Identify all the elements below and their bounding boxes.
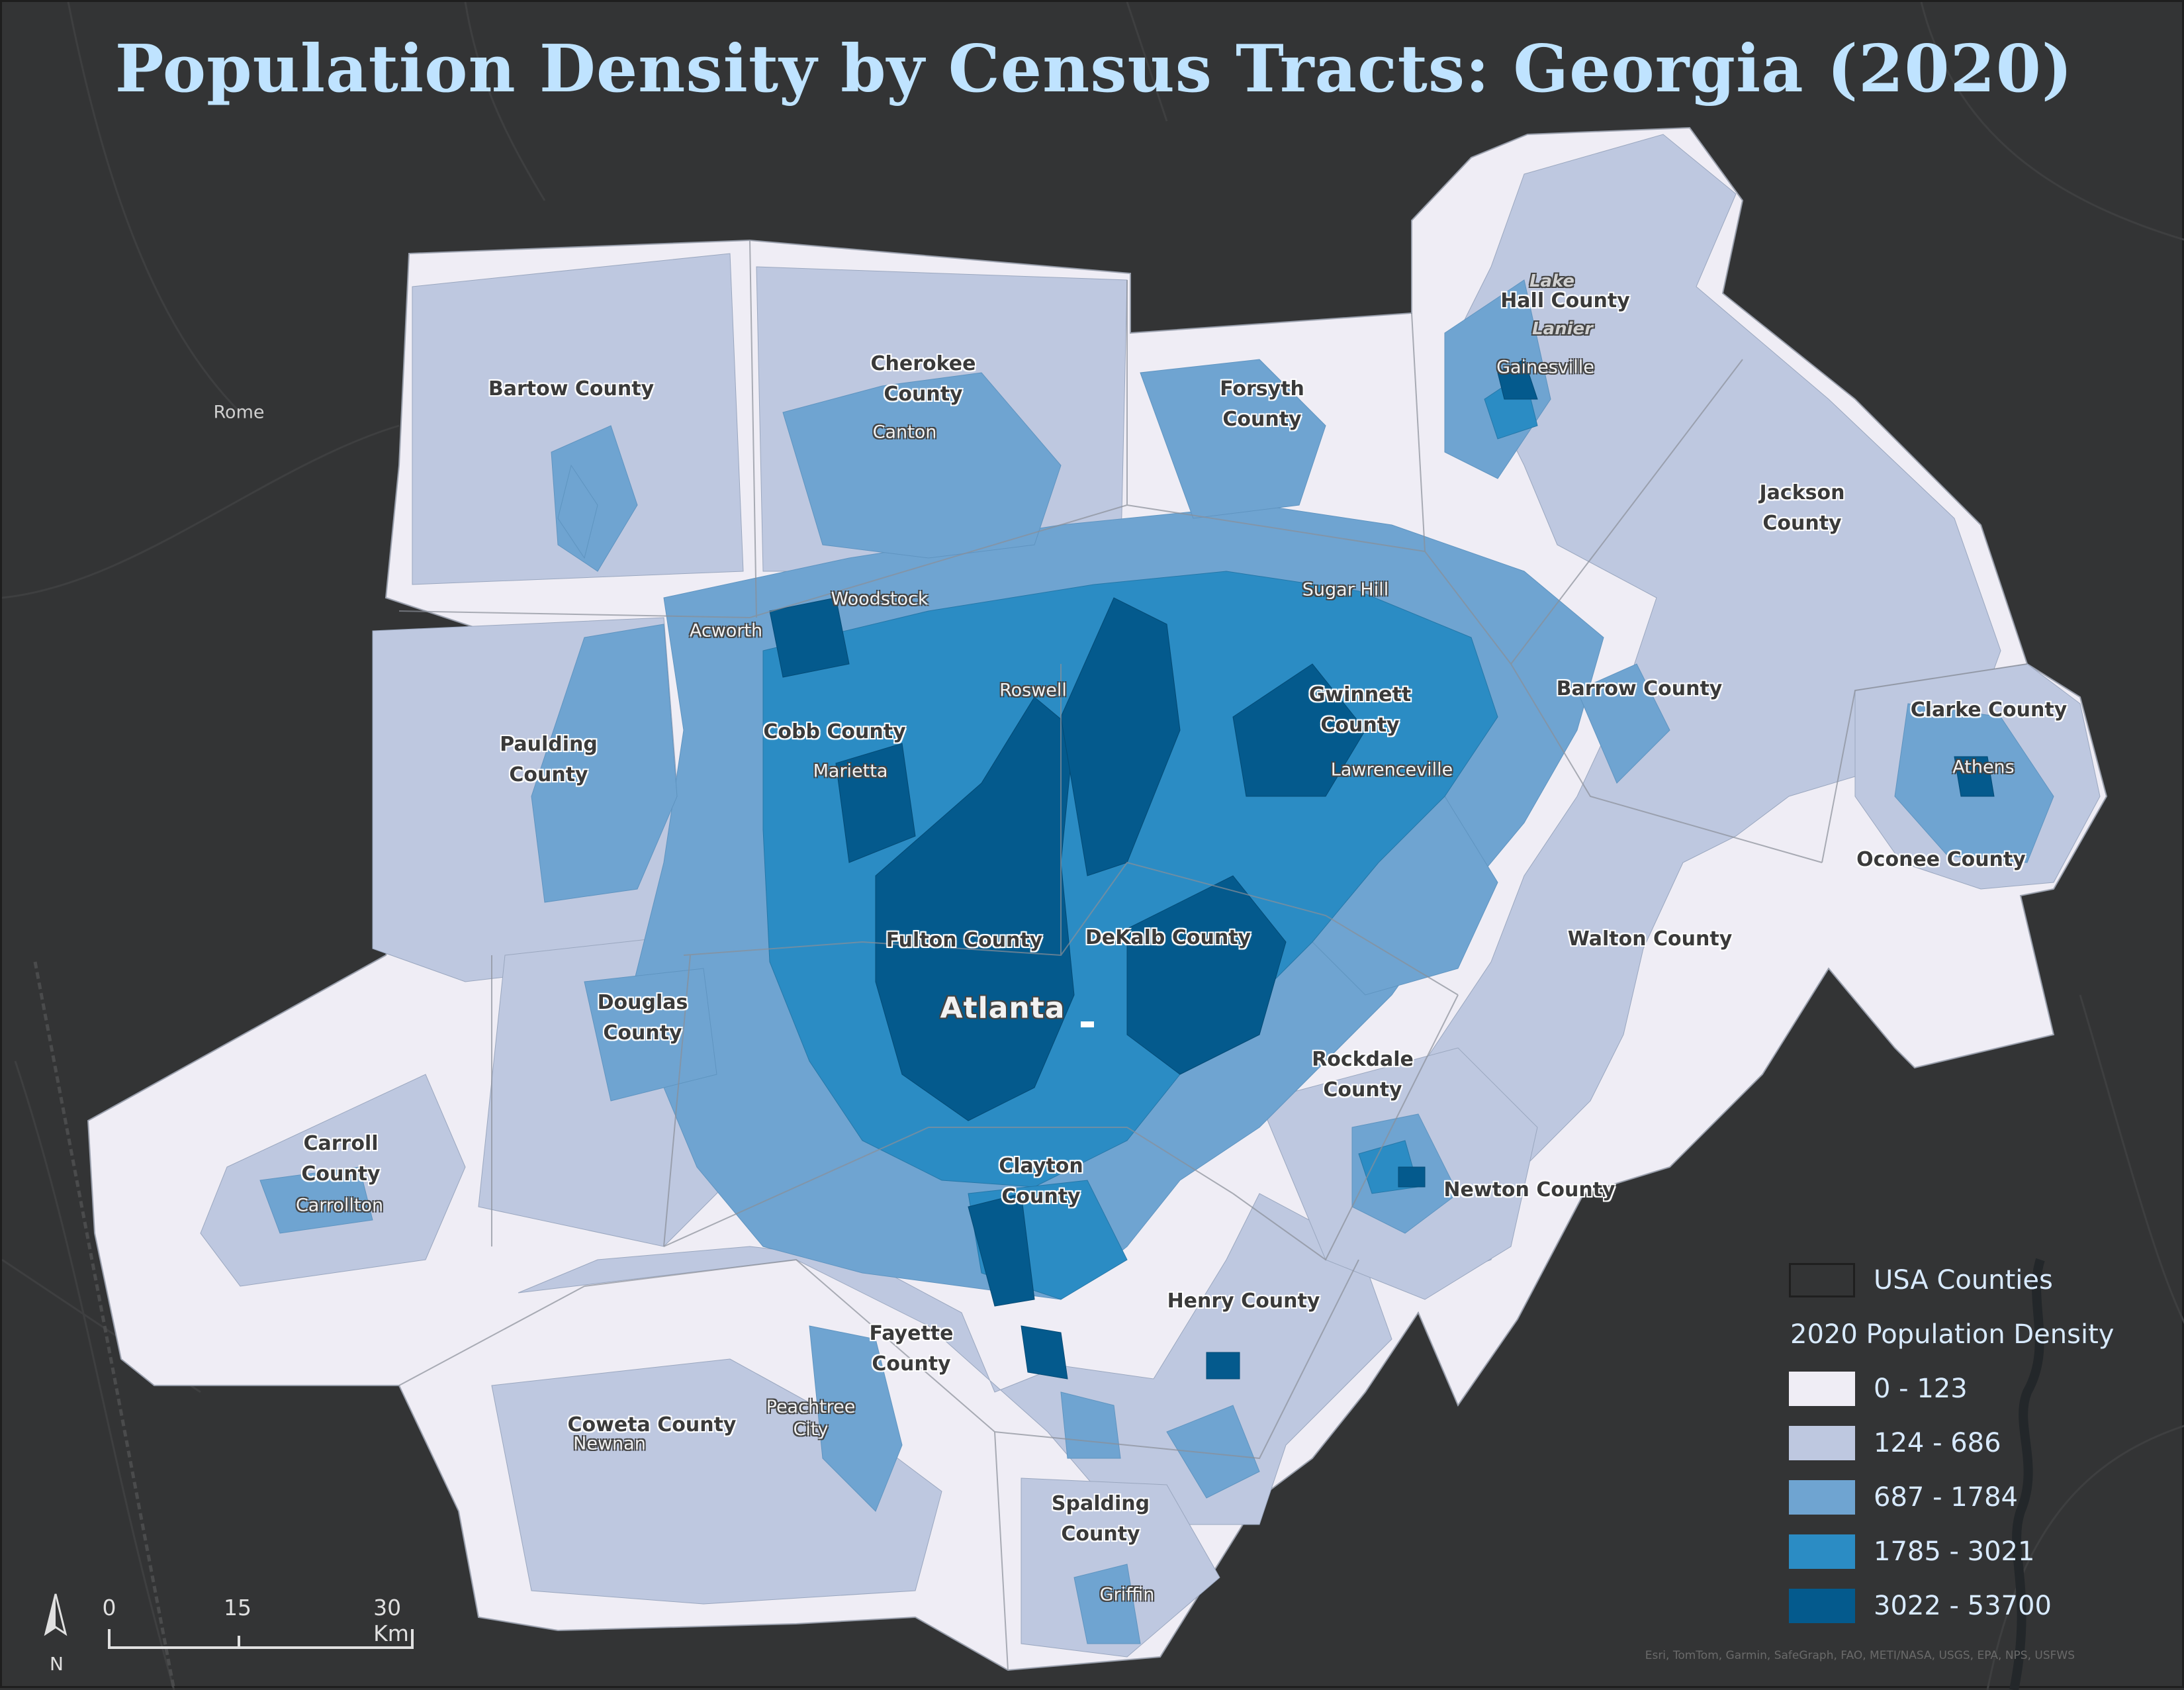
county-label-barrow: Barrow County [1556,677,1723,700]
city-label-marietta: Marietta [813,761,888,782]
legend-heading: 2020 Population Density [1790,1319,2115,1350]
county-label-clarke: Clarke County [1910,698,2068,722]
north-arrow-label: N [50,1653,64,1675]
city-label-griffin: Griffin [1099,1584,1155,1605]
legend-swatch-class-2 [1789,1426,1855,1460]
county-label-cherokee: Cherokee County [870,352,976,406]
legend-row-class-3: 687 - 1784 [1789,1470,2114,1525]
city-label-athens: Athens [1952,757,2015,778]
lake-label-lake: Lake [1529,271,1575,291]
county-label-newton: Newton County [1443,1178,1615,1201]
lake-label-lanier: Lanier [1532,319,1593,339]
railway-line [33,961,176,1690]
county-boundaries [398,240,2028,1671]
county-label-bartow: Bartow County [488,377,655,400]
legend-label-class-2: 124 - 686 [1874,1428,2001,1458]
map-title: Population Density by Census Tracts: Geo… [114,31,2073,107]
legend-swatch-class-4 [1789,1534,1855,1569]
scale-tick-label-30: 30 Km [373,1595,409,1646]
city-label-canton: Canton [872,422,937,443]
legend-swatch-class-3 [1789,1480,1855,1515]
county-label-gwinnett: Gwinnett County [1308,683,1412,737]
legend-row-boundary: USA Counties [1789,1253,2114,1307]
county-label-henry: Henry County [1167,1290,1320,1313]
city-label-woodstock: Woodstock [831,588,929,610]
county-label-spalding: Spalding County [1051,1492,1150,1546]
city-label-carrollton: Carrollton [295,1195,384,1216]
legend-row-class-2: 124 - 686 [1789,1416,2114,1470]
city-label-rome: Rome [213,402,265,423]
legend-swatch-class-1 [1789,1372,1855,1406]
county-label-coweta: Coweta County [567,1413,737,1436]
legend-row-class-5: 3022 - 53700 [1789,1579,2114,1633]
city-label-newnan: Newnan [573,1433,646,1454]
county-label-hall: Hall County [1500,289,1630,312]
county-label-clayton: Clayton County [999,1154,1083,1208]
river-line [2009,1258,2045,1690]
class-3022-53700 [769,359,1995,1380]
city-label-acworth: Acworth [689,620,763,641]
city-label-gainesville: Gainesville [1496,357,1594,378]
scale-tick-label-15: 15 [224,1595,251,1620]
city-label-peachtree-city: Peachtree City [766,1397,856,1440]
county-label-jackson: Jackson County [1759,481,1845,535]
county-label-fayette: Fayette County [869,1322,954,1376]
city-label-roswell: Roswell [999,680,1067,701]
county-label-cobb: Cobb County [763,720,906,743]
scale-tick-label-0: 0 [102,1595,116,1620]
county-label-oconee: Oconee County [1856,848,2026,871]
map-credits: Esri, TomTom, Garmin, SafeGraph, FAO, ME… [1645,1649,2075,1662]
city-label-sugar-hill: Sugar Hill [1302,579,1389,600]
county-label-walton: Walton County [1567,927,1733,951]
legend-label-class-4: 1785 - 3021 [1874,1536,2035,1567]
county-label-rockdale: Rockdale County [1312,1048,1414,1102]
county-label-forsyth: Forsyth County [1220,377,1304,431]
atlanta-marker [1081,1021,1094,1027]
legend-swatch-class-5 [1789,1589,1855,1623]
city-label-lawrenceville: Lawrenceville [1330,759,1453,780]
county-label-douglas: Douglas County [597,991,688,1045]
county-label-paulding: Paulding County [500,733,598,786]
legend-row-class-1: 0 - 123 [1789,1362,2114,1416]
county-label-fulton: Fulton County [886,929,1043,952]
legend-swatch-boundary [1789,1263,1855,1297]
legend-label-class-5: 3022 - 53700 [1874,1591,2052,1621]
city-label-atlanta: Atlanta [940,991,1066,1025]
legend-label-class-3: 687 - 1784 [1874,1482,2019,1513]
legend-label-class-1: 0 - 123 [1874,1374,1968,1404]
legend-label-boundary: USA Counties [1874,1265,2053,1295]
legend: USA Counties 2020 Population Density 0 -… [1789,1253,2114,1633]
north-arrow-icon [44,1593,68,1636]
county-label-dekalb: DeKalb County [1085,926,1251,949]
legend-row-class-4: 1785 - 3021 [1789,1525,2114,1579]
scale-bar-line [108,1629,414,1649]
north-arrow: N [39,1591,72,1675]
county-label-carroll: Carroll County [301,1132,381,1186]
